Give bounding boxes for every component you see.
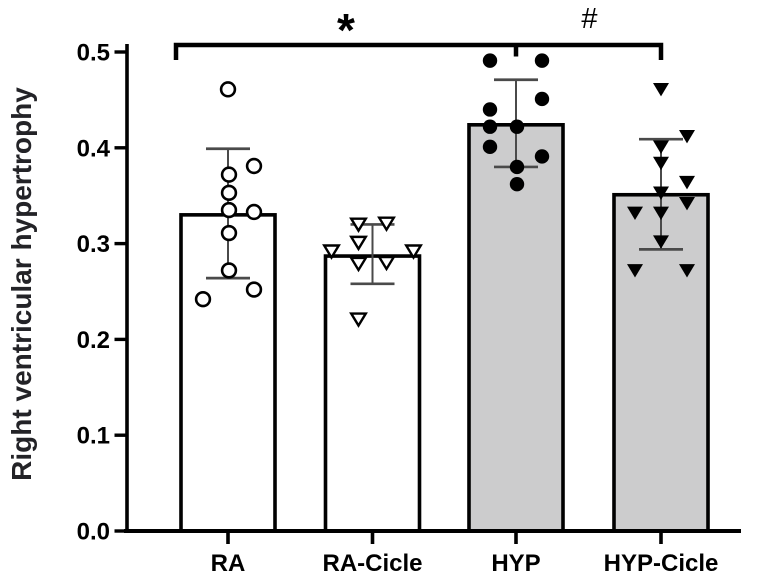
data-point-HYP-Cicle [653, 83, 669, 97]
data-point-HYP-Cicle [653, 186, 669, 200]
data-point-RA [220, 166, 238, 183]
x-category-label: HYP-Cicle [604, 550, 719, 577]
data-points-RA-Cicle [322, 216, 423, 328]
x-category-label: RA [211, 550, 246, 577]
axes: 0.0 0.1 0.2 0.3 0.4 0.5 RA RA-Cicle HYP HYP-Cicl… [77, 40, 741, 577]
y-tick-label: 0.3 [77, 231, 110, 258]
data-point-HYP-Cicle [627, 264, 643, 278]
data-point-HYP-Cicle [653, 156, 669, 171]
x-category-label: RA-Cicle [322, 550, 422, 577]
data-point-HYP [482, 102, 498, 117]
y-tick-label: 0.4 [77, 135, 111, 162]
data-point-RA-Cicle [349, 256, 368, 273]
data-point-RA [220, 184, 238, 202]
data-point-HYP-Cicle [653, 235, 669, 249]
data-point-RA-Cicle [377, 255, 396, 272]
data-point-HYP-Cicle [653, 140, 669, 154]
data-point-HYP [534, 53, 550, 68]
significance-star-label: * [337, 4, 355, 56]
y-tick-label: 0.0 [77, 519, 110, 546]
data-point-RA [220, 201, 238, 219]
bar-RA-Cicle [323, 254, 422, 533]
data-point-RA [219, 81, 237, 98]
data-point-RA-Cicle [404, 244, 423, 260]
data-point-RA-Cicle [349, 312, 368, 328]
data-point-HYP [509, 159, 525, 175]
x-category-label: HYP [491, 550, 540, 577]
data-point-HYP-Cicle [679, 129, 695, 144]
data-points-RA [194, 81, 263, 308]
plot-area [179, 53, 710, 533]
significance-hash-label: # [581, 3, 597, 35]
data-point-RA-Cicle [322, 244, 341, 260]
y-tick-label: 0.5 [77, 40, 110, 67]
data-points-HYP-Cicle [627, 83, 695, 278]
significance-annotations: * # [173, 3, 664, 60]
data-point-RA [245, 203, 263, 221]
data-point-RA-Cicle [377, 216, 396, 233]
x-tick-group: RA RA-Cicle HYP HYP-Cicle [211, 533, 719, 577]
y-axis-title: Right ventricular hypertrophy [6, 87, 37, 481]
y-tick-label: 0.1 [77, 423, 110, 450]
data-point-RA [245, 157, 263, 175]
y-tick-label: 0.2 [77, 327, 110, 354]
data-point-HYP [534, 91, 550, 107]
significance-bracket [173, 42, 664, 60]
data-point-RA-Cicle [349, 235, 368, 252]
data-point-RA [194, 290, 212, 308]
data-point-HYP [482, 139, 498, 155]
data-point-HYP [509, 177, 525, 192]
data-points-HYP [482, 53, 550, 192]
y-tick-group: 0.0 0.1 0.2 0.3 0.4 0.5 [77, 40, 127, 546]
bar-HYP [467, 123, 565, 533]
data-point-HYP-Cicle [679, 197, 695, 211]
data-point-RA [245, 281, 263, 298]
data-point-HYP [509, 119, 525, 134]
data-point-HYP [482, 119, 498, 134]
data-point-HYP-Cicle [679, 264, 695, 278]
data-point-HYP-Cicle [653, 206, 669, 220]
data-point-HYP-Cicle [679, 175, 695, 190]
data-point-HYP [534, 149, 550, 164]
data-point-HYP [482, 53, 498, 68]
data-point-RA [220, 224, 238, 242]
data-point-HYP-Cicle [627, 206, 643, 220]
data-point-RA [220, 262, 238, 279]
data-point-RA-Cicle [349, 217, 368, 233]
